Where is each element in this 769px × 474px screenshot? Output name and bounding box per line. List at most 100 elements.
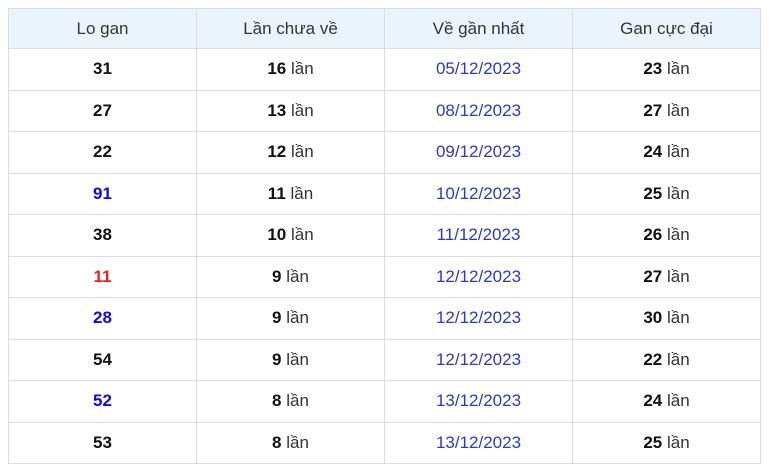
- max-gap-count: 30: [643, 308, 663, 328]
- gan-cuc-dai-cell: 24 lần: [572, 380, 761, 423]
- gan-cuc-dai-cell: 23 lần: [572, 48, 761, 91]
- missed-count: 13: [267, 100, 287, 120]
- unit-label: lần: [286, 308, 309, 328]
- max-gap-count: 26: [643, 225, 663, 245]
- ve-gan-nhat-cell: 09/12/2023: [384, 131, 573, 174]
- lo-gan-cell: 38: [8, 214, 197, 257]
- last-date-link[interactable]: 12/12/2023: [435, 349, 522, 369]
- max-gap-count: 25: [643, 183, 663, 203]
- lo-gan-number: 91: [93, 183, 112, 203]
- table-row: 54 9 lần 12/12/2023 22 lần: [8, 338, 761, 381]
- table-row: 31 16 lần 05/12/2023 23 lần: [8, 48, 761, 91]
- lo-gan-table-container: Lo gan Lần chưa về Về gần nhất Gan cực đ…: [8, 8, 761, 464]
- ve-gan-nhat-cell: 13/12/2023: [384, 421, 573, 464]
- max-gap-count: 27: [643, 100, 663, 120]
- unit-label: lần: [666, 349, 690, 369]
- header-lo-gan: Lo gan: [8, 8, 197, 49]
- lan-chua-ve-cell: 8 lần: [196, 380, 385, 423]
- table-row: 91 11 lần 10/12/2023 25 lần: [8, 172, 761, 215]
- max-gap-count: 23: [643, 59, 663, 79]
- lo-gan-number: 28: [93, 308, 112, 328]
- unit-label: lần: [666, 432, 690, 452]
- ve-gan-nhat-cell: 05/12/2023: [384, 48, 573, 91]
- last-date-link[interactable]: 12/12/2023: [435, 308, 522, 328]
- lo-gan-number: 27: [93, 100, 112, 120]
- lo-gan-table: Lo gan Lần chưa về Về gần nhất Gan cực đ…: [8, 8, 761, 464]
- unit-label: lần: [666, 100, 690, 120]
- table-row: 38 10 lần 11/12/2023 26 lần: [8, 214, 761, 257]
- lan-chua-ve-cell: 12 lần: [196, 131, 385, 174]
- lo-gan-number: 54: [93, 349, 112, 369]
- unit-label: lần: [290, 225, 314, 245]
- last-date-link[interactable]: 13/12/2023: [435, 391, 522, 411]
- ve-gan-nhat-cell: 12/12/2023: [384, 338, 573, 381]
- ve-gan-nhat-cell: 10/12/2023: [384, 172, 573, 215]
- missed-count: 12: [267, 142, 287, 162]
- header-ve-gan-nhat: Về gần nhất: [384, 8, 573, 49]
- table-row: 28 9 lần 12/12/2023 30 lần: [8, 297, 761, 340]
- unit-label: lần: [286, 432, 309, 452]
- ve-gan-nhat-cell: 12/12/2023: [384, 297, 573, 340]
- ve-gan-nhat-cell: 08/12/2023: [384, 89, 573, 132]
- ve-gan-nhat-cell: 12/12/2023: [384, 255, 573, 298]
- last-date-link[interactable]: 11/12/2023: [436, 225, 521, 245]
- lo-gan-cell: 54: [8, 338, 197, 381]
- last-date-link[interactable]: 10/12/2023: [435, 183, 522, 203]
- unit-label: lần: [666, 391, 690, 411]
- table-row: 53 8 lần 13/12/2023 25 lần: [8, 421, 761, 464]
- gan-cuc-dai-cell: 30 lần: [572, 297, 761, 340]
- lo-gan-cell: 91: [8, 172, 197, 215]
- gan-cuc-dai-cell: 25 lần: [572, 172, 761, 215]
- lo-gan-cell: 27: [8, 89, 197, 132]
- table-row: 22 12 lần 09/12/2023 24 lần: [8, 131, 761, 174]
- missed-count: 9: [272, 266, 282, 286]
- gan-cuc-dai-cell: 26 lần: [572, 214, 761, 257]
- missed-count: 16: [267, 59, 287, 79]
- lo-gan-cell: 11: [8, 255, 197, 298]
- unit-label: lần: [290, 142, 314, 162]
- last-date-link[interactable]: 12/12/2023: [435, 266, 522, 286]
- lan-chua-ve-cell: 11 lần: [196, 172, 385, 215]
- last-date-link[interactable]: 09/12/2023: [435, 142, 522, 162]
- last-date-link[interactable]: 08/12/2023: [435, 100, 522, 120]
- lo-gan-number: 11: [93, 266, 112, 286]
- missed-count: 10: [267, 225, 287, 245]
- lan-chua-ve-cell: 9 lần: [196, 297, 385, 340]
- lan-chua-ve-cell: 8 lần: [196, 421, 385, 464]
- header-row: Lo gan Lần chưa về Về gần nhất Gan cực đ…: [8, 8, 761, 49]
- lan-chua-ve-cell: 9 lần: [196, 255, 385, 298]
- lo-gan-cell: 22: [8, 131, 197, 174]
- unit-label: lần: [290, 183, 314, 203]
- missed-count: 11: [267, 183, 286, 203]
- lan-chua-ve-cell: 16 lần: [196, 48, 385, 91]
- lo-gan-cell: 28: [8, 297, 197, 340]
- lo-gan-cell: 31: [8, 48, 197, 91]
- lo-gan-cell: 53: [8, 421, 197, 464]
- missed-count: 8: [272, 432, 282, 452]
- unit-label: lần: [286, 266, 309, 286]
- table-row: 52 8 lần 13/12/2023 24 lần: [8, 380, 761, 423]
- max-gap-count: 27: [643, 266, 663, 286]
- table-body: 31 16 lần 05/12/2023 23 lần 27 13 lần 08/12/20…: [8, 48, 761, 464]
- unit-label: lần: [666, 308, 690, 328]
- header-lan-chua-ve: Lần chưa về: [196, 8, 385, 49]
- lan-chua-ve-cell: 9 lần: [196, 338, 385, 381]
- unit-label: lần: [286, 349, 309, 369]
- gan-cuc-dai-cell: 27 lần: [572, 89, 761, 132]
- lo-gan-cell: 52: [8, 380, 197, 423]
- last-date-link[interactable]: 05/12/2023: [435, 59, 522, 79]
- last-date-link[interactable]: 13/12/2023: [435, 432, 522, 452]
- ve-gan-nhat-cell: 13/12/2023: [384, 380, 573, 423]
- gan-cuc-dai-cell: 25 lần: [572, 421, 761, 464]
- max-gap-count: 22: [643, 349, 663, 369]
- gan-cuc-dai-cell: 22 lần: [572, 338, 761, 381]
- missed-count: 9: [272, 349, 282, 369]
- lo-gan-number: 22: [93, 142, 112, 162]
- unit-label: lần: [666, 59, 690, 79]
- ve-gan-nhat-cell: 11/12/2023: [384, 214, 573, 257]
- missed-count: 8: [272, 391, 282, 411]
- table-row: 27 13 lần 08/12/2023 27 lần: [8, 89, 761, 132]
- lo-gan-number: 31: [93, 59, 112, 79]
- gan-cuc-dai-cell: 27 lần: [572, 255, 761, 298]
- table-row: 11 9 lần 12/12/2023 27 lần: [8, 255, 761, 298]
